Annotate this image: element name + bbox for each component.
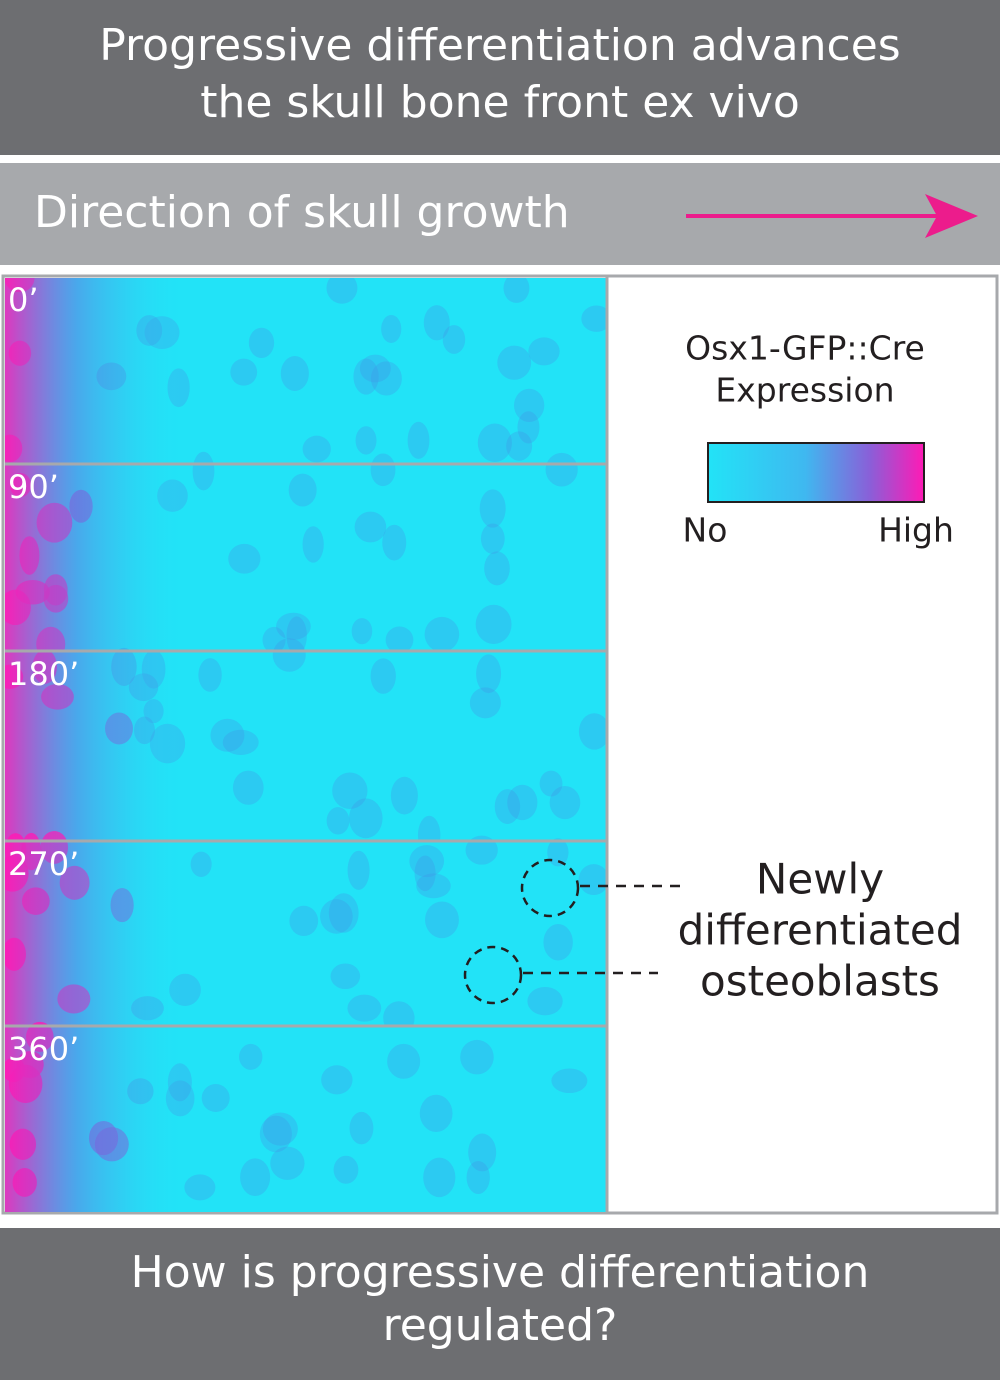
legend-low: No [683, 511, 728, 550]
legend-bar [708, 443, 924, 502]
page: Progressive differentiation advances the… [0, 0, 1000, 1380]
time-label: 360’ [8, 1030, 79, 1068]
banner-text: Direction of skull growth [34, 187, 570, 238]
title-line: Progressive differentiation advances [99, 20, 900, 71]
time-label: 90’ [8, 468, 59, 506]
figure: Progressive differentiation advances the… [0, 0, 1000, 1380]
time-label: 0’ [8, 281, 39, 319]
footer-line: regulated? [383, 1300, 618, 1351]
legend-title: Expression [715, 371, 894, 410]
title-line: the skull bone front ex vivo [200, 77, 800, 128]
edge-glow [5, 842, 607, 1025]
edge-glow [5, 652, 607, 840]
annotation: Newly [756, 855, 884, 904]
edge-glow [5, 278, 607, 463]
image-panels: 0’ 90’ 180’ 270’ 360’ [0, 264, 611, 1212]
annotation: differentiated [678, 906, 963, 955]
edge-glow [5, 465, 607, 650]
edge-glow [5, 1027, 607, 1212]
time-label: 180’ [8, 655, 79, 693]
time-label: 270’ [8, 845, 79, 883]
legend-high: High [878, 511, 954, 550]
annotation: osteoblasts [700, 957, 940, 1006]
footer-line: How is progressive differentiation [131, 1247, 870, 1298]
legend-title: Osx1-GFP::Cre [685, 329, 925, 368]
